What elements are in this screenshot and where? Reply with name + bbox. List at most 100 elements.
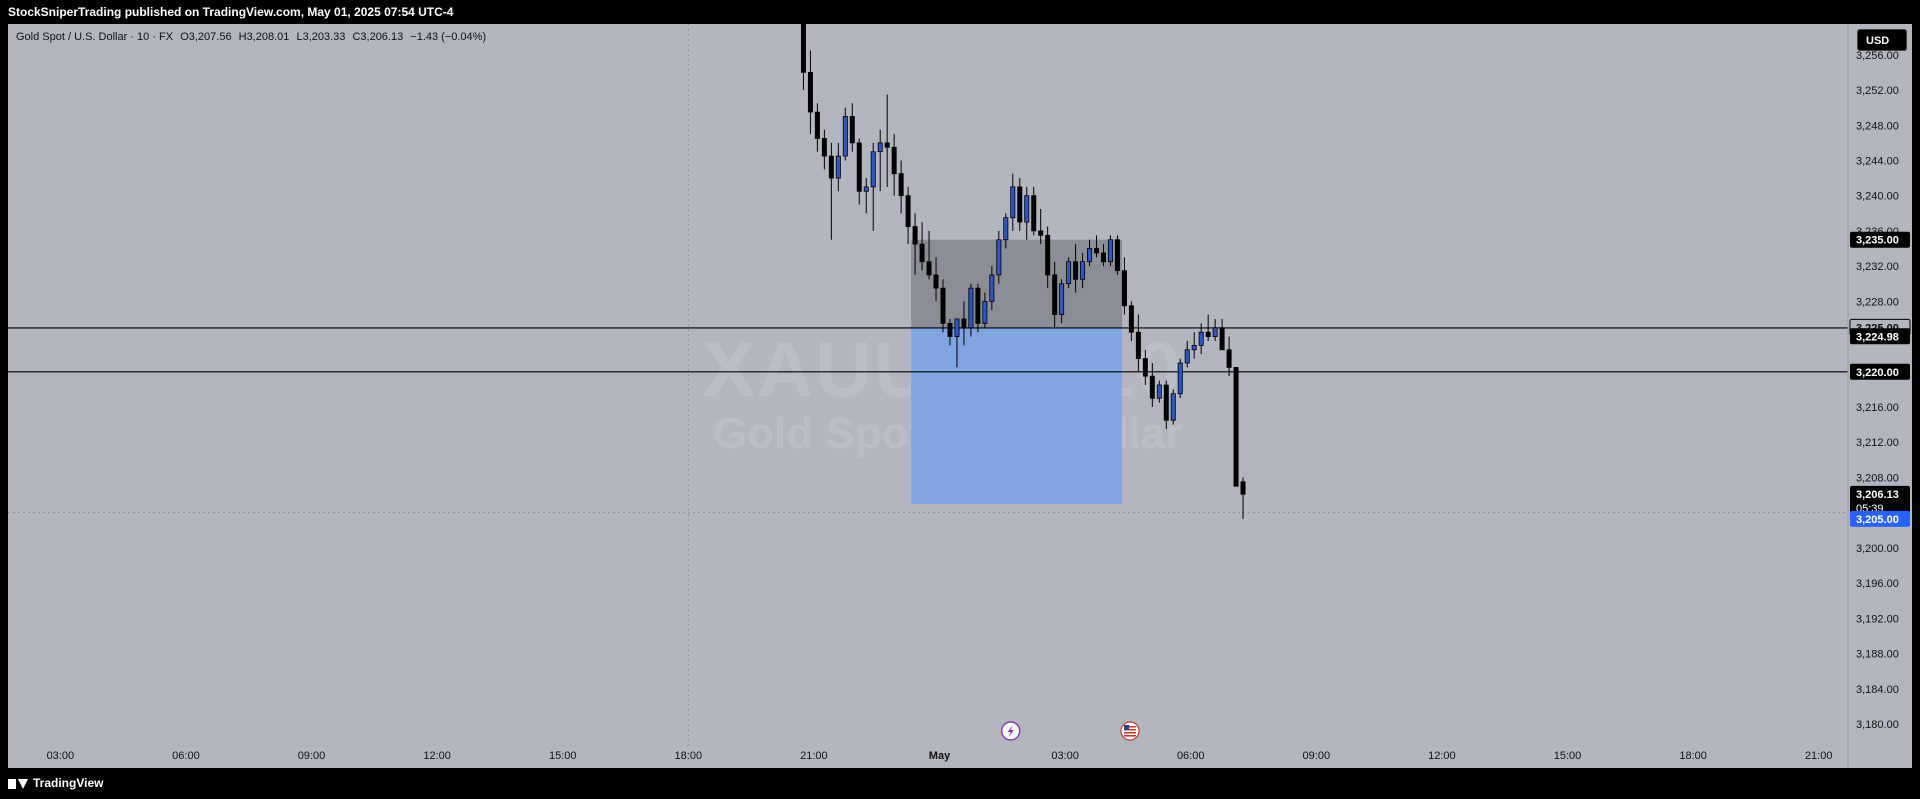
level-1-price-label: 3,224.98 [1856,331,1899,343]
candle-body [877,142,883,153]
candle-body [1240,481,1246,495]
legend-change: −1.43 (−0.04%) [410,31,487,43]
legend-close: C3,206.13 [352,31,404,43]
published-header: StockSniperTrading published on TradingV… [0,0,1920,24]
legend-symbol: Gold Spot / U.S. Dollar · 10 · FX [16,31,174,43]
price-tick-label: 3,216.00 [1856,402,1899,414]
stop-price-label: 3,235.00 [1856,235,1899,247]
time-tick-label: 18:00 [675,750,703,762]
us-flag-canton [1124,725,1130,730]
time-tick-label: 06:00 [1177,750,1205,762]
candle-body [989,274,995,302]
candle-body [926,261,932,276]
level-1-price-label-box [1850,328,1910,345]
target-price-box [1850,510,1910,527]
us-flag-stripe [1124,735,1137,737]
time-tick-label: May [929,750,951,762]
candle-body [1031,195,1037,232]
candle-body [1121,270,1127,307]
time-tick-label: 12:00 [1428,750,1456,762]
candle-body [807,72,813,113]
candle-body [1080,261,1086,280]
candle-body [968,287,974,329]
candle-body [1114,239,1120,271]
price-tick-label: 3,252.00 [1856,85,1899,97]
price-tick-label: 3,200.00 [1856,543,1899,555]
candle-body [884,142,890,148]
us-flag-stripe [1124,732,1137,734]
level-2-price-label: 3,220.00 [1856,367,1899,379]
candle-body [1163,384,1169,421]
us-flag-event-icon[interactable] [1120,721,1140,741]
candle-body [1038,230,1044,236]
legend-low: L3,203.33 [296,31,346,43]
candle-body [940,287,946,324]
price-tick-label: 3,256.00 [1856,50,1899,62]
time-tick-label: 21:00 [800,750,828,762]
candle-body [1198,331,1204,346]
us-flag-stripe [1124,729,1137,731]
legend-high: H3,208.01 [238,31,290,43]
candle-body [1073,261,1079,280]
price-tick-label: 3,208.00 [1856,472,1899,484]
level-2-price-label-box [1850,363,1910,380]
candle-body [821,138,827,157]
price-tick-label: 3,180.00 [1856,719,1899,731]
candle-body [1024,195,1030,223]
candle-body [1219,327,1225,351]
take-profit-zone[interactable] [911,327,1123,504]
candle-body [1107,239,1113,263]
stop-price-label-box [1850,231,1910,248]
price-tick-label: 3,188.00 [1856,649,1899,661]
candle-body [1149,375,1155,399]
candle-body [835,155,841,179]
price-tick-label: 3,184.00 [1856,684,1899,696]
candle-body [1128,305,1134,333]
time-tick-label: 12:00 [423,750,451,762]
price-axis[interactable] [1848,24,1912,768]
candle-body [975,287,981,324]
us-flag-stripe [1124,726,1137,728]
lightning-glyph [1007,725,1014,737]
candle-body [898,173,904,197]
candle-body [891,146,897,175]
candle-body [1177,362,1183,395]
last-price-label: 3,206.13 [1856,489,1899,501]
candle-body [1010,186,1016,219]
candle-body [954,318,960,337]
time-tick-label: 15:00 [1554,750,1582,762]
currency-button[interactable]: USD [1857,29,1907,51]
tradingview-brand: TradingView [33,776,104,790]
price-tick-label: 3,244.00 [1856,155,1899,167]
time-tick-label: 09:00 [1303,750,1331,762]
candle-body [856,142,862,192]
candlestick-chart[interactable]: 3,256.00 3,252.00 3,248.00 3,244.00 3,240.00… [8,24,1912,768]
candle-body [1212,327,1218,337]
last-price-box [1850,485,1910,516]
candle-body [1142,358,1148,377]
candle-body [947,322,953,337]
time-tick-label: 21:00 [1805,750,1833,762]
stop-loss-zone[interactable] [911,239,1123,328]
candle-body [1233,366,1239,487]
candle-body [863,186,869,192]
candle-body [814,111,820,139]
candle-body [933,274,939,289]
candle-body [1087,248,1093,263]
candle-body [1170,393,1176,421]
price-tick-label: 3,212.00 [1856,437,1899,449]
chart-area[interactable]: XAUUSD, 10 Gold Spot / U.S. Dollar 3,256… [8,24,1912,768]
candle-body [919,243,925,263]
candle-body [1226,349,1232,368]
time-tick-label: 03:00 [1051,750,1079,762]
price-tick-label: 3,248.00 [1856,120,1899,132]
price-tick-label: 3,232.00 [1856,261,1899,273]
candle-body [1205,331,1211,337]
ohlc-legend: Gold Spot / U.S. Dollar · 10 · FX O3,207… [16,31,490,43]
footer-bar: TradingView [0,768,1920,799]
candle-body [982,300,988,324]
candle-body [1100,252,1106,263]
price-tick-label: 3,192.00 [1856,613,1899,625]
price-tick-label: 3,196.00 [1856,578,1899,590]
tradingview-logo[interactable]: TradingView [8,768,103,799]
